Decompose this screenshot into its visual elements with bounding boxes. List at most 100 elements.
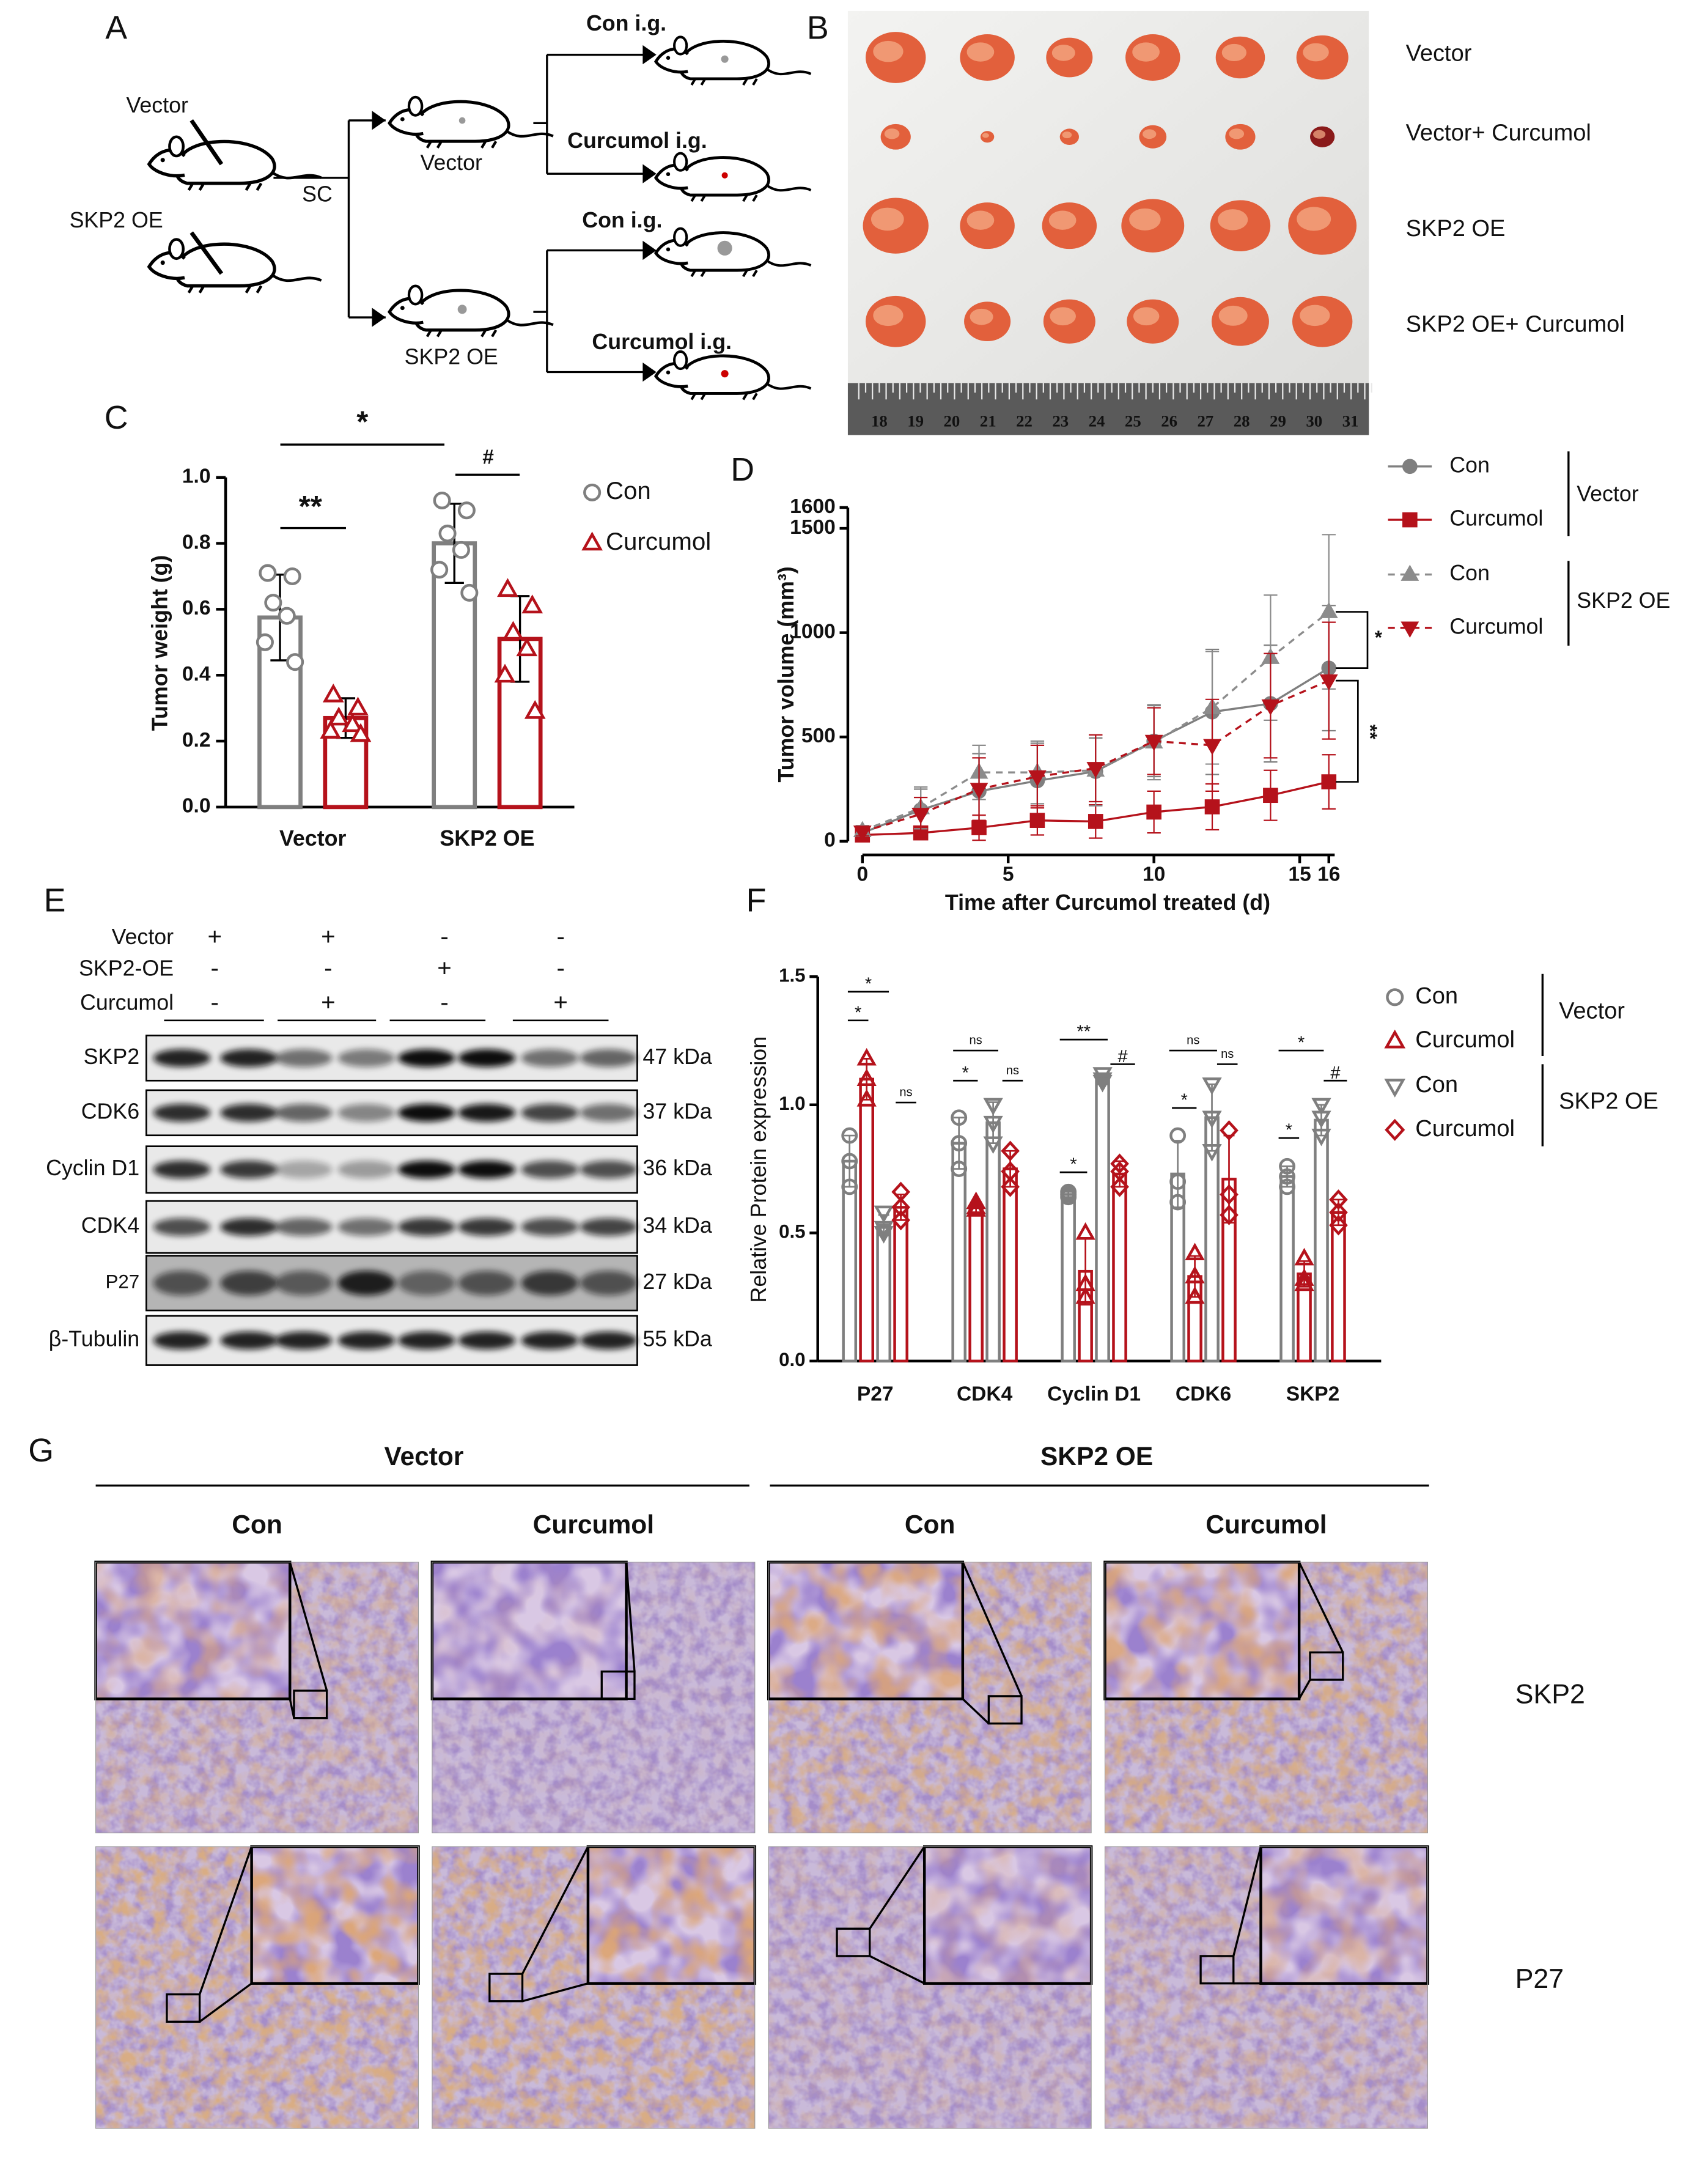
blot-band [220,1161,278,1179]
mouse-leg [198,182,205,191]
marker [874,1205,894,1224]
condition-sign: - [440,989,448,1016]
zoom-line [625,1562,636,1672]
mouse-icon [147,238,322,294]
x-tick-label: 10 [1143,863,1165,886]
blot-band [337,1161,396,1179]
zoom-line [289,1562,328,1691]
mouse-ear [673,35,688,56]
blot-band [397,1049,455,1067]
marker [328,706,350,726]
band-size: 55 kDa [642,1327,712,1351]
marker [853,825,872,842]
blot-band [580,1271,638,1296]
marker [350,723,372,742]
marker [856,1047,877,1066]
ihc-frame [1104,1846,1428,2129]
marker [1329,1215,1348,1236]
tumor-dot [721,370,729,378]
marker [1110,1153,1129,1174]
marker [460,583,479,602]
marker [1220,1120,1239,1141]
x-tick-label: Vector [279,826,346,851]
tumor-highlight [1062,131,1072,139]
marker [1220,1184,1239,1205]
legend-group-label: SKP2 OE [1577,588,1670,613]
x-tick-label: SKP2 OE [440,826,534,851]
zoom-line [522,1982,589,2003]
band-size: 34 kDa [642,1213,712,1238]
mouse-leg [256,182,263,191]
mouse-eye [400,306,405,311]
arrow-head [642,240,657,260]
band-label: SKP2 [84,1044,140,1069]
bar [985,1121,1001,1363]
blot-band [458,1331,516,1350]
marker [1185,1266,1205,1283]
row-label: P27 [1515,1964,1564,1994]
legend-group-label: Vector [1559,998,1625,1024]
marker [1202,1077,1222,1095]
bar [1204,1116,1220,1363]
zoom-box [1199,1955,1235,1985]
mouse-leg [491,329,498,338]
tumor-highlight [1048,210,1077,230]
zoom-line [289,1699,295,1719]
band-label: β-Tubulin [49,1327,140,1351]
ruler-number: 28 [1234,412,1250,430]
marker [1294,1268,1314,1286]
treatment-label: Curcumol i.g. [592,330,732,354]
marker [322,683,344,703]
zoom-line [869,1955,925,1985]
mouse-leg [425,329,432,338]
marker [874,1226,894,1244]
tumor-highlight [873,305,904,327]
significance-bracket [1335,679,1359,783]
legend-group-label: Vector [1577,481,1639,506]
legend-label: Curcumol [1415,1027,1515,1052]
tumor-highlight [1297,207,1331,231]
marker [457,501,476,520]
column-header: Curcumol [533,1511,654,1540]
ihc-frame [95,1846,419,2129]
significance-label: # [1330,1063,1341,1083]
marker [1279,1168,1295,1185]
band-label: P27 [105,1271,139,1293]
marker [983,1098,1003,1116]
ruler-number: 26 [1161,412,1177,430]
mouse-icon [654,227,812,278]
blot-band [220,1331,278,1350]
marker [1294,1273,1314,1291]
marker [1294,1247,1314,1266]
blot-band [458,1104,516,1122]
bar [1095,1077,1110,1363]
marker [1110,1176,1129,1197]
ihc-inset-texture [768,1562,963,1699]
marker [264,594,282,612]
y-tick-label: 0.2 [182,729,211,751]
mouse-leg [690,78,697,86]
row-label: SKP2 OE [1406,216,1506,242]
legend-marker [583,483,602,501]
mouse-ear [168,238,185,260]
ruler-number: 18 [871,412,888,430]
blot-band [220,1049,278,1067]
row-label: SKP2 [1515,1680,1585,1710]
significance-label: * [356,405,369,439]
significance-label: ** [1360,725,1381,740]
mouse-leg [480,329,487,338]
marker [841,1178,858,1195]
marker [1075,1286,1095,1304]
bar [1314,1118,1329,1363]
condition-sign: - [556,955,564,982]
mouse-tail [765,382,812,390]
y-tick-label: 500 [801,725,836,747]
marker [1202,1144,1222,1162]
mouse-icon [654,152,812,202]
condition-label: SKP2-OE [79,956,174,981]
arrow-head [372,111,386,130]
bar [1061,1193,1076,1363]
marker [1202,1110,1222,1129]
ruler-number: 19 [907,412,924,430]
